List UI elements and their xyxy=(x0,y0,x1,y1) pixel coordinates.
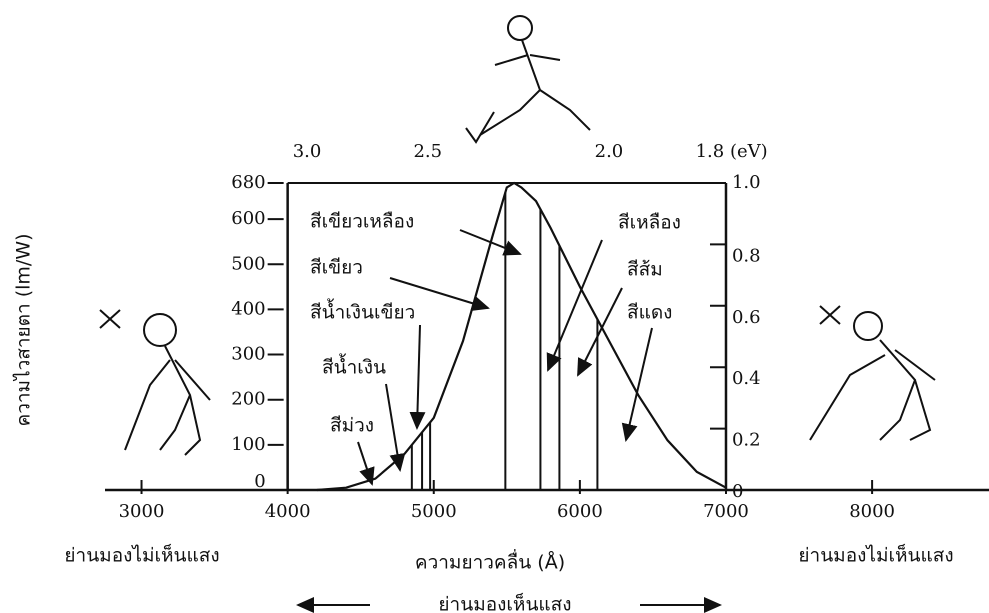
annotation: สีเขียวเหลือง xyxy=(310,211,414,233)
x-tick-label: 4000 xyxy=(265,501,311,522)
y-tick-label: 600 xyxy=(231,208,265,229)
chart: ความไวสายตา (lm/W) ความยาวคลื่น (Å) ย่าน… xyxy=(0,0,989,613)
y-tick-label: 100 xyxy=(231,434,265,455)
x-tick-label: 3000 xyxy=(119,501,165,522)
y2-tick-label: 0.8 xyxy=(732,245,761,266)
x-tick-label: 8000 xyxy=(849,501,895,522)
x2-tick-label: 2.5 xyxy=(413,141,442,162)
annotation: สีน้ำเงิน xyxy=(322,354,386,379)
x-tick-label: 6000 xyxy=(557,501,603,522)
cross-mark xyxy=(820,306,840,324)
annotation: สีแดง xyxy=(627,302,672,324)
annotation: สีน้ำเงินเขียว xyxy=(310,299,415,324)
x2-tick-label: 2.0 xyxy=(595,141,624,162)
x-tick-label: 7000 xyxy=(703,501,749,522)
annotation: สีม่วง xyxy=(330,415,374,437)
y-tick-label: 680 xyxy=(231,172,265,193)
annotation: สีส้ม xyxy=(627,259,663,281)
walker-figure xyxy=(810,312,935,440)
walker-figure xyxy=(125,314,210,455)
y2-tick-label: 0 xyxy=(732,481,743,502)
x-axis-title: ความยาวคลื่น (Å) xyxy=(415,549,565,574)
runner-figure xyxy=(480,16,590,135)
region-label: ย่านมองไม่เห็นแสง xyxy=(798,543,953,567)
y-tick-label: 300 xyxy=(231,344,265,365)
x2-tick-label: 1.8 (eV) xyxy=(696,141,768,162)
annotation: สีเหลือง xyxy=(618,212,681,234)
y-tick-label: 400 xyxy=(231,298,265,319)
annotation: สีเขียว xyxy=(310,257,363,279)
region-label: ย่านมองไม่เห็นแสง xyxy=(64,543,219,567)
y-tick-label: 200 xyxy=(231,389,265,410)
cross-mark xyxy=(100,310,120,328)
y2-tick-label: 1.0 xyxy=(732,172,761,193)
y-tick-label: 0 xyxy=(254,471,265,492)
check-mark xyxy=(466,112,494,142)
y2-tick-label: 0.6 xyxy=(732,307,761,328)
y-tick-label: 500 xyxy=(231,253,265,274)
y2-tick-label: 0.2 xyxy=(732,430,761,451)
x-tick-label: 5000 xyxy=(411,501,457,522)
y-axis-title: ความไวสายตา (lm/W) xyxy=(13,233,35,426)
x2-tick-label: 3.0 xyxy=(293,141,322,162)
region-label: ย่านมองเห็นแสง xyxy=(438,592,571,613)
y2-tick-label: 0.4 xyxy=(732,368,761,389)
